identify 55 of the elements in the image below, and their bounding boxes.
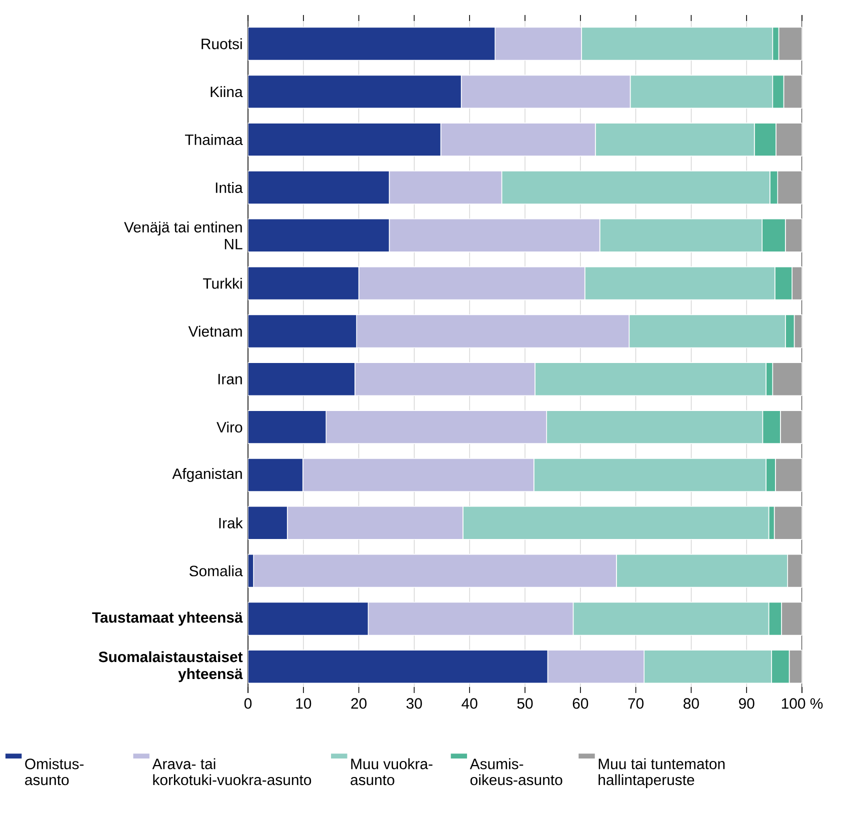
y-tick-label: Turkki xyxy=(203,278,242,289)
bar xyxy=(772,362,802,396)
bar xyxy=(788,650,802,684)
bar xyxy=(248,362,356,396)
legend-label: Asumis-oikeus-asunto xyxy=(470,758,562,786)
x-tick-label: 80 xyxy=(684,698,699,709)
bar xyxy=(780,410,802,444)
x-tick-label: 30 xyxy=(406,698,422,709)
y-tick-label: Kiina xyxy=(210,86,243,98)
bar xyxy=(248,26,496,61)
bar xyxy=(248,218,390,252)
bar xyxy=(248,170,390,204)
bar xyxy=(777,170,802,204)
y-tick-label: Iran xyxy=(218,374,242,384)
y-tick-label: Irak xyxy=(219,517,243,528)
bar xyxy=(248,74,462,109)
bar xyxy=(787,554,802,588)
bar xyxy=(248,458,304,492)
x-tick-label: 90 xyxy=(739,698,754,709)
bar xyxy=(774,506,802,540)
bar xyxy=(248,650,548,684)
x-tick-label: 0 xyxy=(244,698,252,709)
y-tick-label: Taustamaat yhteensä xyxy=(92,612,243,626)
x-tick-label: 40 xyxy=(462,698,478,709)
y-tick-label: Suomalaistaustaiset yhteensä xyxy=(98,651,243,682)
y-tick-label: Ruotsi xyxy=(202,38,242,50)
legend-label: Muu tai tuntematon hallintaperuste xyxy=(598,758,725,788)
bar xyxy=(775,458,802,492)
x-tick-label: 70 xyxy=(628,698,644,709)
y-tick-label: Vietnam xyxy=(188,326,242,337)
x-tick-label: 20 xyxy=(351,698,367,709)
legend-label: Omistus-asunto xyxy=(25,758,84,786)
bar xyxy=(248,266,360,300)
legend-label: Arava- tai korkotuki-vuokra-asunto xyxy=(152,758,312,786)
bar xyxy=(783,74,802,109)
y-tick-label: Viro xyxy=(216,422,242,433)
y-tick-label: Venäjä tai entinen NL xyxy=(124,222,242,250)
x-tick-label: 50 xyxy=(517,698,533,709)
y-tick-label: Somalia xyxy=(190,565,243,576)
y-tick-label: Thaimaa xyxy=(185,134,243,146)
x-tick-label: 100 % xyxy=(782,698,823,709)
bar xyxy=(248,314,357,348)
bar xyxy=(248,122,442,156)
bar xyxy=(248,602,369,636)
bar xyxy=(776,122,802,156)
legend-label: Muu vuokra-asunto xyxy=(350,758,432,786)
bar xyxy=(784,218,802,252)
bar xyxy=(248,410,327,444)
bar xyxy=(248,506,288,540)
x-tick-label: 10 xyxy=(296,698,312,709)
y-tick-label: Intia xyxy=(216,182,243,193)
bar xyxy=(778,26,802,61)
y-tick-label: Afganistan xyxy=(172,468,242,482)
x-tick-label: 60 xyxy=(572,698,588,709)
bar xyxy=(781,602,802,636)
